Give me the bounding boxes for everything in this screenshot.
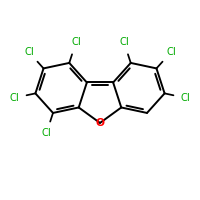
Text: O: O [96,118,105,128]
Text: Cl: Cl [181,93,191,103]
Text: Cl: Cl [71,37,81,47]
Text: Cl: Cl [24,47,34,57]
Text: Cl: Cl [9,93,19,103]
Text: Cl: Cl [166,47,176,57]
Text: Cl: Cl [119,37,129,47]
Text: Cl: Cl [41,128,51,138]
